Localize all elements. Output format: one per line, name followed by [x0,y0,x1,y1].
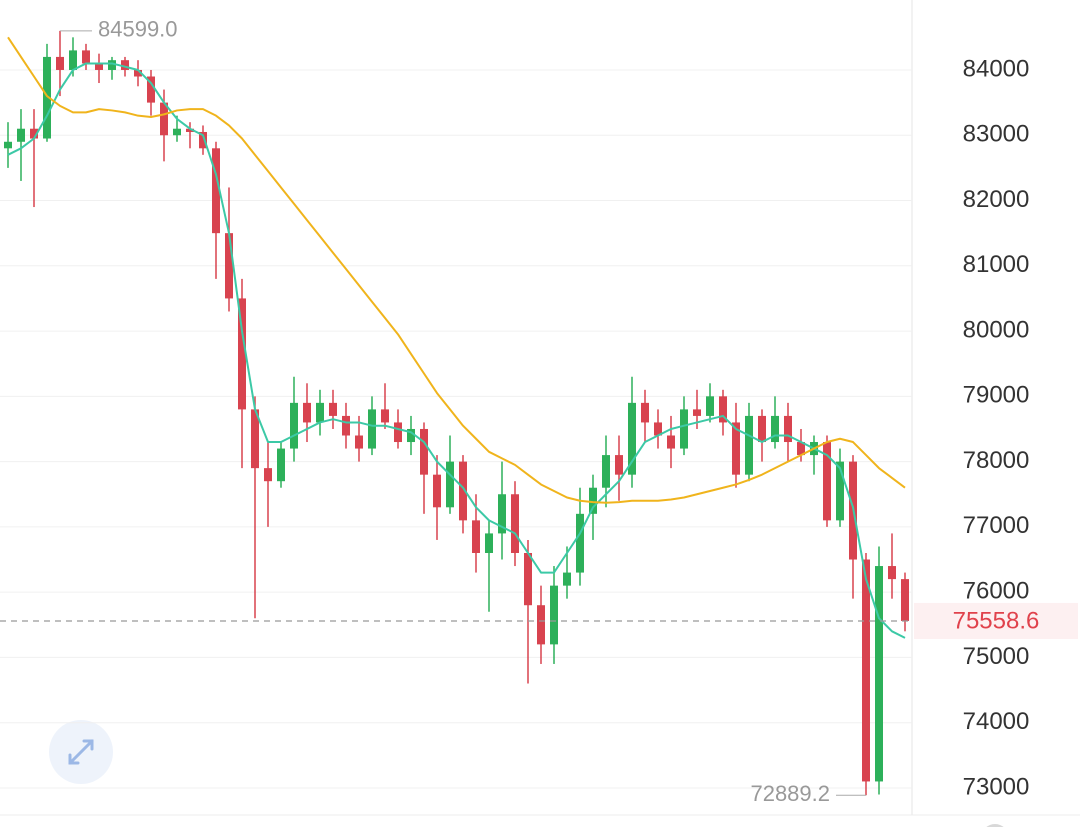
y-tick-label: 75000 [963,643,1030,670]
candle-body [628,402,636,475]
candle-body [576,513,584,573]
candle-body [888,566,896,580]
grid [0,69,912,789]
candle-body [602,455,610,488]
y-tick-label: 80000 [963,316,1030,343]
y-tick-label: 79000 [963,382,1030,409]
candle-body [303,402,311,423]
candle-body [134,69,142,77]
ma-line [7,36,906,504]
candle-body [56,56,64,70]
candle-body [459,461,467,521]
candle-body [199,131,207,149]
y-tick-label: 74000 [963,708,1030,735]
y-tick-label: 76000 [963,578,1030,605]
last-price-box [914,602,1078,639]
candle-body [550,585,558,645]
candle-body [875,566,883,782]
candle-body [823,442,831,521]
candle-body [784,415,792,443]
candle-body [355,435,363,449]
candle-body [4,141,12,149]
candle-body [732,422,740,475]
candle-body [433,474,441,508]
candle-body [511,494,519,553]
y-tick-label: 81000 [963,251,1030,278]
candle-body [641,402,649,423]
candle-body [121,60,129,70]
candle-body [693,409,701,416]
y-tick-label: 78000 [963,447,1030,474]
candle-body [758,415,766,443]
candle-body [290,402,298,449]
candle-body [836,461,844,521]
expand-icon [68,739,94,765]
candle-body [667,435,675,449]
candle-body [173,128,181,136]
candle-body [43,56,51,139]
candle-body [381,409,389,423]
candle-body [615,455,623,475]
last-price-label: 75558.6 [953,607,1040,634]
candle-body [82,50,90,64]
y-tick-label: 84000 [963,55,1030,82]
candle-body [901,579,909,621]
ma-line [7,62,906,639]
y-tick-label: 82000 [963,186,1030,213]
candle-body [186,128,194,132]
corner-dot [986,824,1004,827]
candle-body [212,148,220,234]
candle-body [862,559,870,782]
candle-body [420,428,428,475]
candle-body [316,402,324,423]
candle-body [446,461,454,508]
candle-body [30,128,38,139]
candle-body [498,494,506,534]
candle-body [147,76,155,103]
expand-button[interactable] [49,720,113,784]
candle-body [394,422,402,443]
candle-body [537,605,545,645]
candle-body [17,128,25,142]
plot [4,30,909,796]
min-marker-label: 72889.2 [750,781,830,806]
candle-body [719,396,727,423]
candle-body [277,448,285,482]
candle-body [160,102,168,136]
y-tick-label: 83000 [963,121,1030,148]
max-marker-label: 84599.0 [98,17,178,42]
candle-body [797,442,805,456]
candle-body [329,402,337,416]
candle-body [95,63,103,70]
y-tick-label: 73000 [963,773,1030,800]
candle-body [472,520,480,553]
candle-body [745,415,753,475]
candle-body [264,468,272,482]
candle-body [485,533,493,553]
candle-body [706,396,714,416]
candle-body [654,422,662,436]
candle-body [368,409,376,449]
y-tick-label: 77000 [963,512,1030,539]
candle-body [680,409,688,449]
candle-body [225,233,233,299]
candle-body [108,60,116,70]
candle-body [342,415,350,436]
candle-body [563,572,571,586]
candle-body [589,487,597,514]
candle-body [524,552,532,606]
candle-body [251,409,259,469]
candle-body [407,428,415,443]
candle-body [238,298,246,410]
candle-body [771,415,779,443]
candle-body [69,50,77,70]
